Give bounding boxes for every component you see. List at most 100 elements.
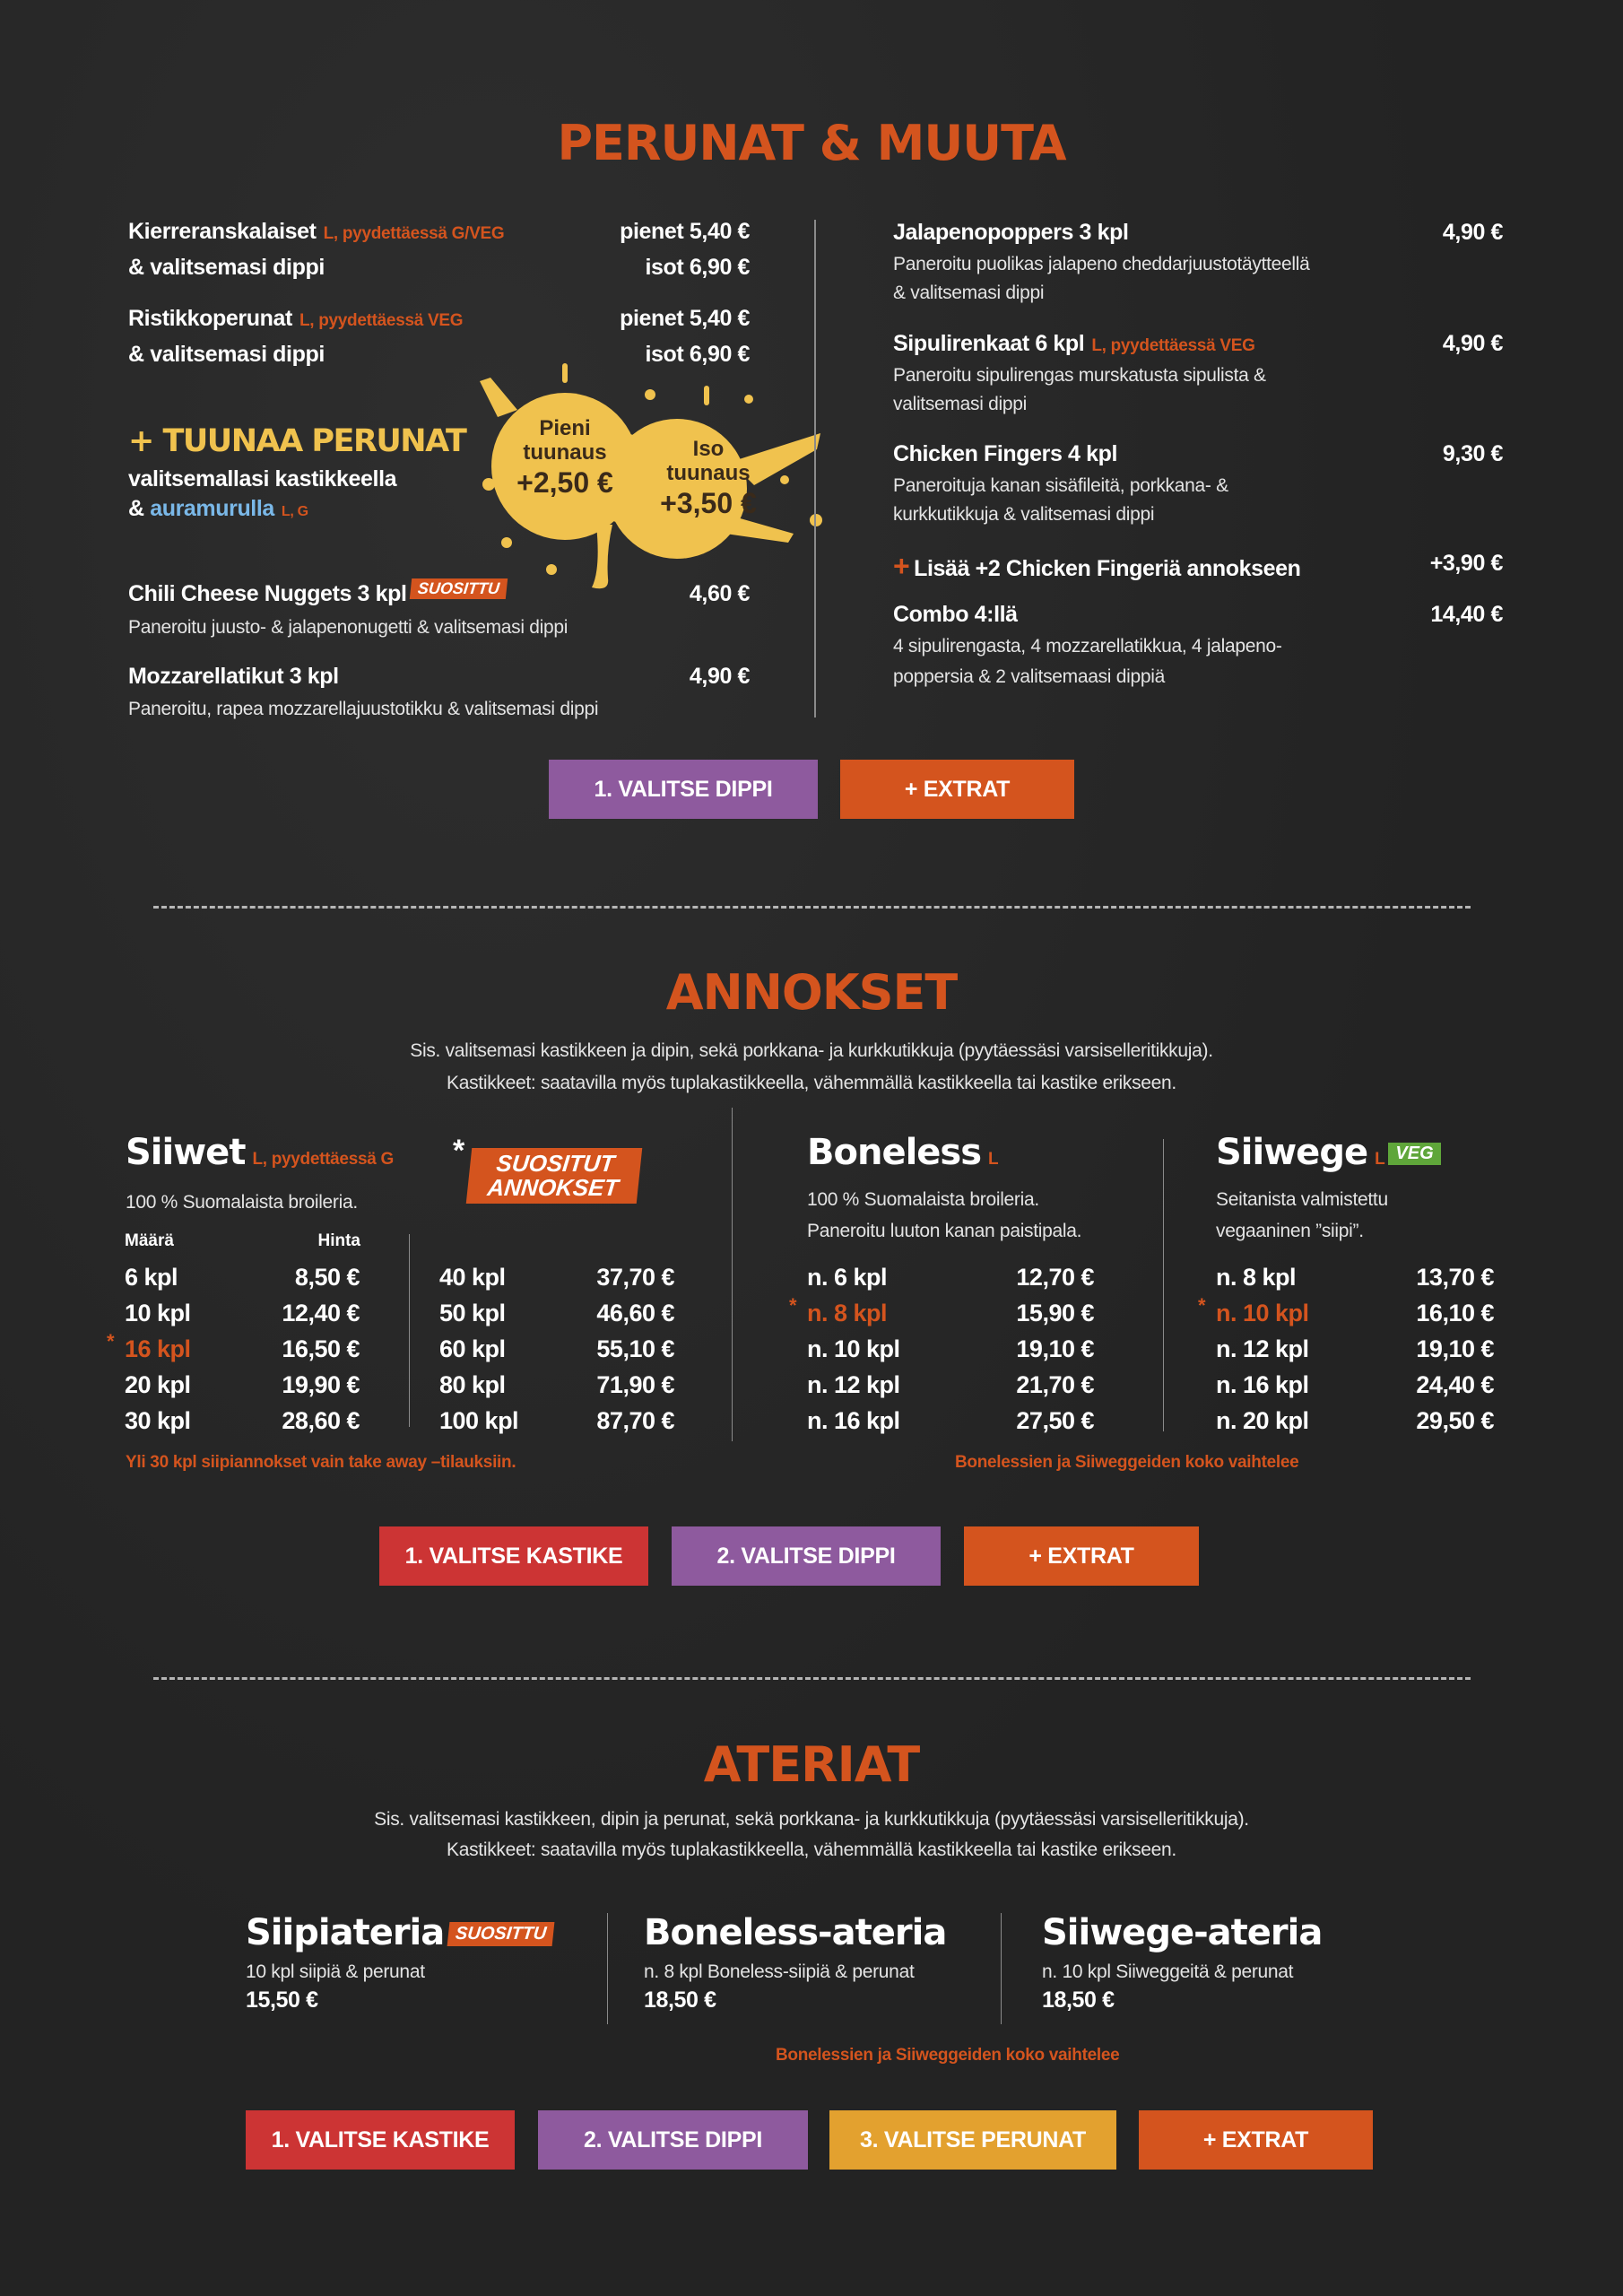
menu-item-chili-cheese-nuggets: Chili Cheese Nuggets 3 kpl SUOSITTU [128,578,508,607]
price-row: 20 kpl 19,90 € [125,1367,360,1403]
diet-tag: L [1375,1150,1385,1169]
item-name: Chili Cheese Nuggets 3 kpl [128,581,407,606]
price-small: pienet 5,40 € [620,219,750,244]
meal-desc: 10 kpl siipiä & perunat [246,1961,425,1982]
price-large: isot 6,90 € [645,342,751,367]
price: 71,90 € [596,1371,674,1398]
badge-text: SUOSITUT ANNOKSET [465,1148,643,1204]
siiwet-title: Siiwet [126,1132,246,1173]
item-price: 4,60 € [689,581,751,606]
price: 13,70 € [1416,1264,1494,1291]
column-divider [814,220,816,718]
item-desc: kurkkutikkuja & valitsemasi dippi [893,504,1155,525]
annokset-subtitle-1: Sis. valitsemasi kastikkeen ja dipin, se… [410,1040,1213,1061]
item-desc: 4 sipulirengasta, 4 mozzarellatikkua, 4 … [893,636,1282,657]
price: 8,50 € [294,1264,360,1291]
column-divider [607,1913,608,2024]
price-row: 60 kpl 55,10 € [439,1331,674,1367]
quantity: n. 12 kpl [807,1371,900,1398]
head-price: Hinta [317,1231,361,1250]
tuunaa-line2: & auramurulla L, G [128,496,308,522]
suosittu-badge: SUOSITTU [409,578,508,599]
item-desc: Paneroituja kanan sisäfileitä, porkkana-… [893,475,1228,496]
meal-title: Siiwege-ateria [1042,1912,1323,1953]
item-price: +3,90 € [1429,551,1504,576]
item-desc: valitsemasi dippi [893,394,1027,414]
price-row: n. 10 kpl 19,10 € [807,1331,1094,1367]
valitse-dippi-button[interactable]: 1. VALITSE DIPPI [549,760,818,819]
column-divider [1163,1139,1164,1431]
valitse-kastike-button[interactable]: 1. VALITSE KASTIKE [379,1526,648,1586]
quantity: 20 kpl [125,1371,191,1398]
diet-tag: L, pyydettäessä G/VEG [323,224,505,243]
sauce-splat-icon [480,363,822,589]
quantity: n. 6 kpl [807,1264,888,1291]
valitse-perunat-button[interactable]: 3. VALITSE PERUNAT [829,2110,1116,2170]
ateriat-subtitle-1: Sis. valitsemasi kastikkeen, dipin ja pe… [374,1809,1249,1830]
extrat-button[interactable]: + EXTRAT [1139,2110,1373,2170]
menu-item-chicken-fingers: Chicken Fingers 4 kpl [893,441,1118,466]
table-divider [409,1234,410,1427]
asterisk: * [453,1134,465,1168]
quantity: n. 10 kpl [1216,1300,1309,1326]
price-row: n. 6 kpl 12,70 € [807,1259,1094,1295]
meal-desc: n. 10 kpl Siiweggeitä & perunat [1042,1961,1294,1982]
small-price: +2,50 € [516,466,613,499]
valitse-dippi-button[interactable]: 2. VALITSE DIPPI [672,1526,941,1586]
siiwege-title: Siiwege [1216,1132,1368,1173]
price-row: n. 16 kpl 24,40 € [1216,1367,1494,1403]
large-label1: Iso [692,437,725,461]
siiwege-desc: vegaaninen ”siipi”. [1216,1221,1364,1241]
price-row: 50 kpl 46,60 € [439,1295,674,1331]
quantity: n. 8 kpl [1216,1264,1297,1291]
extrat-button[interactable]: + EXTRAT [840,760,1074,819]
item-name: Sipulirenkaat 6 kpl [893,331,1085,356]
price: 19,10 € [1016,1335,1094,1362]
auramurulla: auramurulla [150,496,274,521]
diet-tag: L [988,1150,999,1169]
boneless-table: n. 6 kpl 12,70 € * n. 8 kpl 15,90 € n. 10 kpl… [789,1259,1094,1439]
diet-tag: L, pyydettäessä G [252,1150,394,1169]
amp: & [128,496,151,521]
head-qty: Määrä [125,1231,174,1250]
plus-icon: + [893,550,910,582]
item-name: Kierreranskalaiset [128,219,317,244]
siiwege-heading: Siiwege L VEG [1216,1132,1441,1173]
price: 16,10 € [1416,1300,1494,1326]
quantity: n. 20 kpl [1216,1407,1309,1434]
menu-item-jalapenopoppers: Jalapenopoppers 3 kpl [893,220,1129,245]
valitse-kastike-button[interactable]: 1. VALITSE KASTIKE [246,2110,515,2170]
item-line2: & valitsemasi dippi [128,255,325,280]
price-row: * n. 10 kpl 16,10 € [1198,1294,1494,1331]
boneless-desc: 100 % Suomalaista broileria. [807,1189,1039,1210]
meal-price: 18,50 € [1042,1987,1115,2013]
quantity: 40 kpl [439,1264,506,1291]
price-large: isot 6,90 € [645,255,751,280]
large-tuunaus: Iso tuunaus +3,50 € [641,437,776,521]
price-row: 80 kpl 71,90 € [439,1367,674,1403]
size-note: Bonelessien ja Siiweggeiden koko vaihtel… [955,1453,1299,1472]
price-row: 6 kpl 8,50 € [125,1259,360,1295]
item-desc: Paneroitu juusto- & jalapenonugetti & va… [128,617,568,638]
section-title-perunat: PERUNAT & MUUTA [557,115,1066,171]
boneless-title: Boneless [807,1132,982,1173]
price: 27,50 € [1016,1407,1094,1434]
menu-item-sipulirenkaat: Sipulirenkaat 6 kpl L, pyydettäessä VEG [893,331,1255,357]
price: 37,70 € [596,1264,674,1291]
quantity: 30 kpl [125,1407,191,1434]
valitse-dippi-button[interactable]: 2. VALITSE DIPPI [538,2110,808,2170]
section-title-annokset: ANNOKSET [665,964,959,1021]
item-desc: poppersia & 2 valitsemaasi dippiä [893,666,1165,687]
meal-siiwege-ateria: Siiwege-ateria n. 10 kpl Siiweggeitä & p… [1042,1912,1323,2013]
meal-price: 15,50 € [246,1987,318,2013]
price: 87,70 € [596,1407,674,1434]
small-label1: Pieni [539,416,591,440]
meal-boneless-ateria: Boneless-ateria n. 8 kpl Boneless-siipiä… [644,1912,947,2013]
quantity: 80 kpl [439,1371,506,1398]
veg-badge: VEG [1388,1143,1441,1165]
extrat-button[interactable]: + EXTRAT [964,1526,1199,1586]
suosittu-badge: SUOSITTU [447,1922,555,1946]
section-divider [153,906,1471,909]
quantity: 16 kpl [125,1335,191,1362]
quantity: 60 kpl [439,1335,506,1362]
